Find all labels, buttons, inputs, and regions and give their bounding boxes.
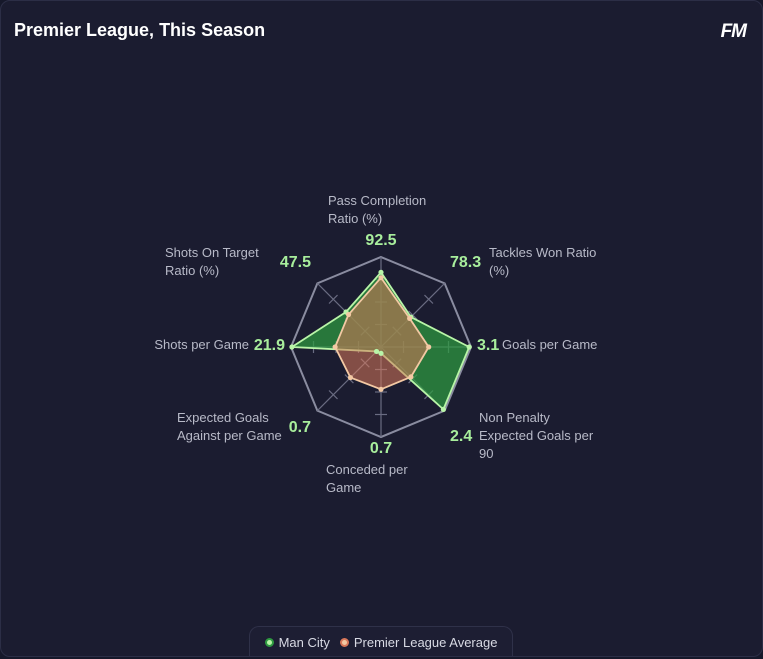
legend-item-league-average[interactable]: Premier League Average <box>339 634 498 650</box>
axis-label: Non Penalty Expected Goals per 90 <box>479 410 594 461</box>
legend-item-man-city[interactable]: Man City <box>264 634 330 650</box>
axis-label-line: Tackles Won Ratio <box>489 245 596 260</box>
axis-label-line: Expected Goals <box>177 410 269 425</box>
legend-label-league-average: Premier League Average <box>353 634 498 650</box>
axis-label-line: Pass Completion <box>328 193 426 208</box>
series-point-league-average <box>378 275 384 281</box>
axis-label-line: Against per Game <box>177 428 282 443</box>
axis-label-line: (%) <box>489 263 509 278</box>
series-point-man-city <box>466 344 472 350</box>
axis-label: Shots On Target Ratio (%) <box>165 245 259 278</box>
legend-label-man-city: Man City <box>278 634 330 650</box>
axis-label-line: Expected Goals per <box>479 428 594 443</box>
axis-label-line: Goals per Game <box>502 337 597 352</box>
radar-ring-tick <box>408 310 418 320</box>
axis-value-label: 47.5 <box>280 254 311 271</box>
axis-value-label: 2.4 <box>450 428 472 445</box>
axis-value-label: 0.7 <box>289 419 311 436</box>
axis-value-label: 21.9 <box>254 337 285 354</box>
chart-legend: Man City Premier League Average <box>249 626 513 656</box>
axis-label-line: Conceded per <box>326 462 408 477</box>
series-point-man-city <box>440 406 446 412</box>
series-point-league-average <box>408 374 414 380</box>
radar-ring-tick <box>424 294 434 304</box>
axis-label: Tackles Won Ratio (%) <box>489 245 596 278</box>
radar-ring-tick <box>328 390 338 400</box>
series-point-league-average <box>347 374 354 381</box>
axis-value-label: 3.1 <box>477 337 499 354</box>
axis-value-label: 78.3 <box>450 254 481 271</box>
series-point-league-average <box>332 344 338 350</box>
axis-value-label: 92.5 <box>365 232 396 249</box>
series-point-man-city <box>378 350 384 356</box>
radar-ring-tick <box>328 294 338 304</box>
axis-label-line: Non Penalty <box>479 410 550 425</box>
fm-logo: FM <box>720 21 747 42</box>
axis-label: Expected Goals Against per Game <box>177 410 282 443</box>
series-point-league-average <box>378 386 384 392</box>
axis-label-line: 90 <box>479 446 493 461</box>
legend-swatch-league-average <box>339 637 349 647</box>
axis-label: Shots per Game <box>154 337 249 352</box>
series-point-league-average <box>345 311 352 318</box>
series-point-man-city <box>373 348 380 355</box>
axis-label: Conceded per Game <box>326 462 408 495</box>
legend-swatch-man-city <box>264 637 274 647</box>
axis-label-line: Game <box>326 480 361 495</box>
axis-value-label: 0.7 <box>370 440 392 457</box>
series-point-man-city <box>289 344 295 350</box>
series-point-man-city <box>378 269 384 275</box>
series-point-league-average <box>407 315 413 321</box>
axis-label-line: Shots per Game <box>154 337 249 352</box>
series-point-league-average <box>426 344 432 350</box>
axis-label: Pass Completion Ratio (%) <box>328 193 426 226</box>
axis-label-line: Shots On Target <box>165 245 259 260</box>
axis-label-line: Ratio (%) <box>328 211 382 226</box>
chart-title: Premier League, This Season <box>14 20 266 40</box>
axis-label: Goals per Game <box>502 337 597 352</box>
axis-label-line: Ratio (%) <box>165 263 219 278</box>
